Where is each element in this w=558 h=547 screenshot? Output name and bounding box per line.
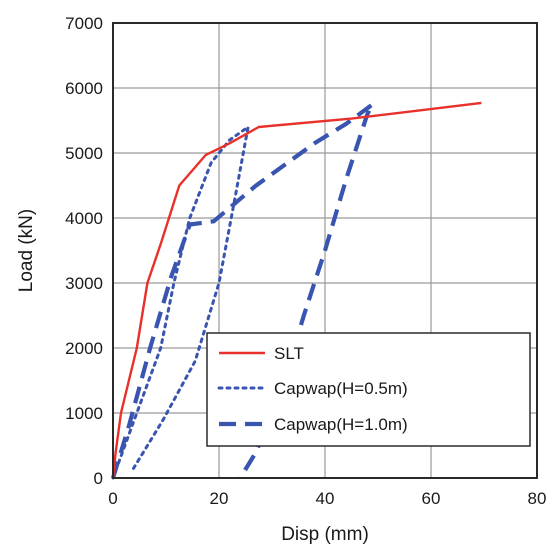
legend-label-capwap-1-0m: Capwap(H=1.0m) — [274, 415, 408, 434]
x-tick-label: 20 — [210, 489, 229, 508]
x-tick-label: 60 — [422, 489, 441, 508]
y-tick-label: 0 — [94, 469, 103, 488]
y-tick-label: 2000 — [65, 339, 103, 358]
legend: SLT Capwap(H=0.5m) Capwap(H=1.0m) — [206, 332, 531, 447]
series-line-capwap-0-5m — [111, 125, 250, 480]
tick-labels: 0 1000 2000 3000 4000 5000 6000 7000 0 20 40 60 80 — [65, 14, 546, 508]
y-tick-label: 4000 — [65, 209, 103, 228]
legend-label-slt: SLT — [274, 344, 304, 363]
plot-frame — [112, 22, 538, 479]
x-tick-label: 80 — [528, 489, 547, 508]
series-line-slt — [111, 101, 482, 479]
y-axis-label: Load (kN) — [16, 209, 37, 292]
y-tick-label: 5000 — [65, 144, 103, 163]
x-axis-label: Disp (mm) — [281, 524, 369, 545]
y-tick-label: 3000 — [65, 274, 103, 293]
x-tick-label: 0 — [108, 489, 117, 508]
y-tick-label: 6000 — [65, 79, 103, 98]
y-tick-label: 7000 — [65, 14, 103, 33]
x-tick-label: 40 — [316, 489, 335, 508]
legend-label-capwap-0-5m: Capwap(H=0.5m) — [274, 379, 408, 398]
y-tick-label: 1000 — [65, 404, 103, 423]
